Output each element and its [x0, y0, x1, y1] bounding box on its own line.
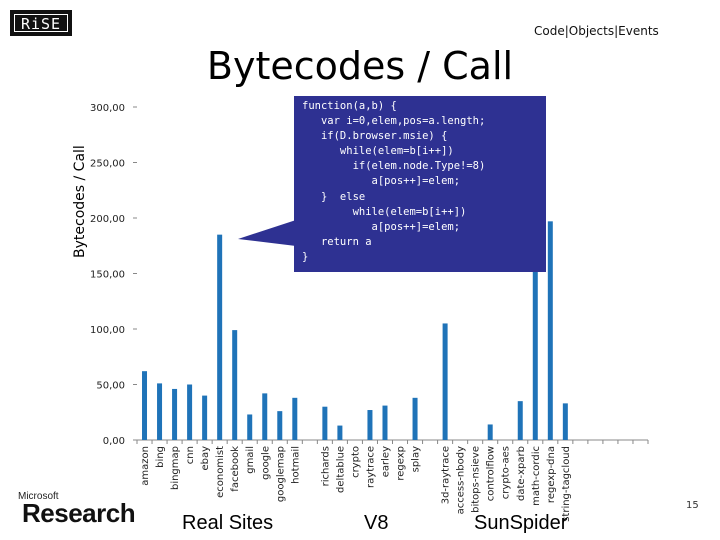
- group-label-real-sites: Real Sites: [182, 512, 274, 534]
- code-line: function(a,b) {: [302, 100, 397, 112]
- bar-splay: [412, 397, 418, 440]
- rise-logo-text: RiSE: [14, 14, 68, 33]
- microsoft-label: Microsoft: [18, 491, 59, 502]
- bar-economist: [217, 234, 223, 440]
- nav-item-events: Events: [618, 24, 659, 38]
- group-label-v8: V8: [364, 512, 389, 534]
- bar-ebay: [202, 395, 208, 440]
- bar-controlflow: [487, 424, 493, 440]
- x-tick-label: splay: [411, 446, 422, 472]
- nav-item-code: Code: [534, 24, 565, 38]
- bar-hotmail: [292, 397, 298, 440]
- nav-separator: |: [564, 24, 569, 38]
- code-line: a[pos++]=elem;: [302, 220, 461, 233]
- x-tick-label: hotmail: [290, 446, 301, 484]
- bar-amazon: [142, 371, 148, 440]
- x-tick-label: earley: [380, 446, 391, 477]
- bar-regexp-dna: [547, 221, 553, 440]
- bar-3d-raytrace: [442, 323, 448, 440]
- code-line: while(elem=b[i++]): [302, 145, 454, 158]
- code-line: if(elem.node.Type!=8): [302, 160, 486, 173]
- page-number: 15: [686, 500, 699, 511]
- header-nav: Code|Objects|Events: [534, 24, 659, 38]
- y-tick-label: 100,00: [90, 325, 125, 336]
- slide-title: Bytecodes / Call: [206, 44, 514, 88]
- code-line: return a: [302, 235, 372, 248]
- code-popup: function(a,b) { var i=0,elem,pos=a.lengt…: [294, 96, 546, 272]
- x-tick-label: access-nbody: [456, 446, 467, 514]
- x-tick-label: 3d-raytrace: [441, 446, 452, 504]
- x-tick-label: bingmap: [170, 446, 181, 490]
- bar-facebook: [232, 330, 238, 440]
- code-line: var i=0,elem,pos=a.length;: [302, 115, 486, 128]
- research-label: Research: [22, 498, 136, 528]
- bar-math-cordic: [532, 254, 538, 440]
- bar-string-tagcloud: [562, 403, 568, 440]
- y-tick-label: 200,00: [90, 214, 125, 225]
- bar-googlemap: [277, 411, 283, 440]
- x-tick-label: amazon: [140, 446, 151, 486]
- x-tick-label: economist: [215, 446, 226, 498]
- group-label-sunspider: SunSpider: [474, 512, 568, 534]
- x-tick-label: raytrace: [365, 446, 376, 488]
- y-tick-label: 250,00: [90, 159, 125, 170]
- x-tick-label: ebay: [200, 446, 211, 471]
- bar-richards: [322, 406, 328, 440]
- x-tick-label: google: [260, 446, 271, 480]
- code-popup-pointer: [238, 220, 296, 246]
- x-tick-label: bitops-nsieve: [471, 446, 482, 513]
- y-tick-label: 50,00: [96, 381, 125, 392]
- x-tick-label: date-xparb: [516, 446, 527, 501]
- bar-bingmap: [172, 388, 178, 440]
- code-line: if(D.browser.msie) {: [302, 130, 448, 143]
- code-line: a[pos++]=elem;: [302, 175, 461, 188]
- y-tick-label: 150,00: [90, 270, 125, 281]
- bar-raytrace: [367, 410, 373, 440]
- rise-logo: RiSE: [10, 10, 72, 36]
- bar-gmail: [247, 414, 253, 440]
- x-tick-label: string-tagcloud: [561, 446, 572, 522]
- bar-bing: [157, 383, 163, 440]
- x-tick-label: crypto: [350, 446, 361, 478]
- x-tick-label: cnn: [185, 446, 196, 464]
- x-tick-label: math-cordic: [531, 446, 542, 506]
- y-tick-label: 0,00: [103, 436, 125, 447]
- code-line: }: [302, 250, 309, 263]
- bar-cnn: [187, 384, 193, 440]
- code-line: } else: [302, 190, 366, 203]
- x-tick-label: controlflow: [486, 446, 497, 501]
- nav-separator: |: [614, 24, 619, 38]
- bar-date-xparb: [517, 401, 523, 440]
- bar-google: [262, 393, 268, 440]
- x-tick-label: gmail: [245, 446, 256, 474]
- x-tick-label: regexp: [396, 446, 407, 481]
- x-tick-label: bing: [155, 446, 166, 468]
- x-tick-label: regexp-dna: [546, 446, 557, 503]
- bar-deltablue: [337, 425, 343, 440]
- x-tick-label: facebook: [230, 446, 241, 492]
- code-line: while(elem=b[i++]): [302, 205, 467, 218]
- y-tick-label: 300,00: [90, 103, 125, 114]
- x-tick-label: googlemap: [275, 446, 286, 502]
- x-tick-label: crypto-aes: [501, 446, 512, 499]
- nav-item-objects: Objects: [568, 24, 615, 38]
- x-tick-label: deltablue: [335, 446, 346, 493]
- x-tick-label: richards: [320, 446, 331, 486]
- bar-earley: [382, 405, 388, 440]
